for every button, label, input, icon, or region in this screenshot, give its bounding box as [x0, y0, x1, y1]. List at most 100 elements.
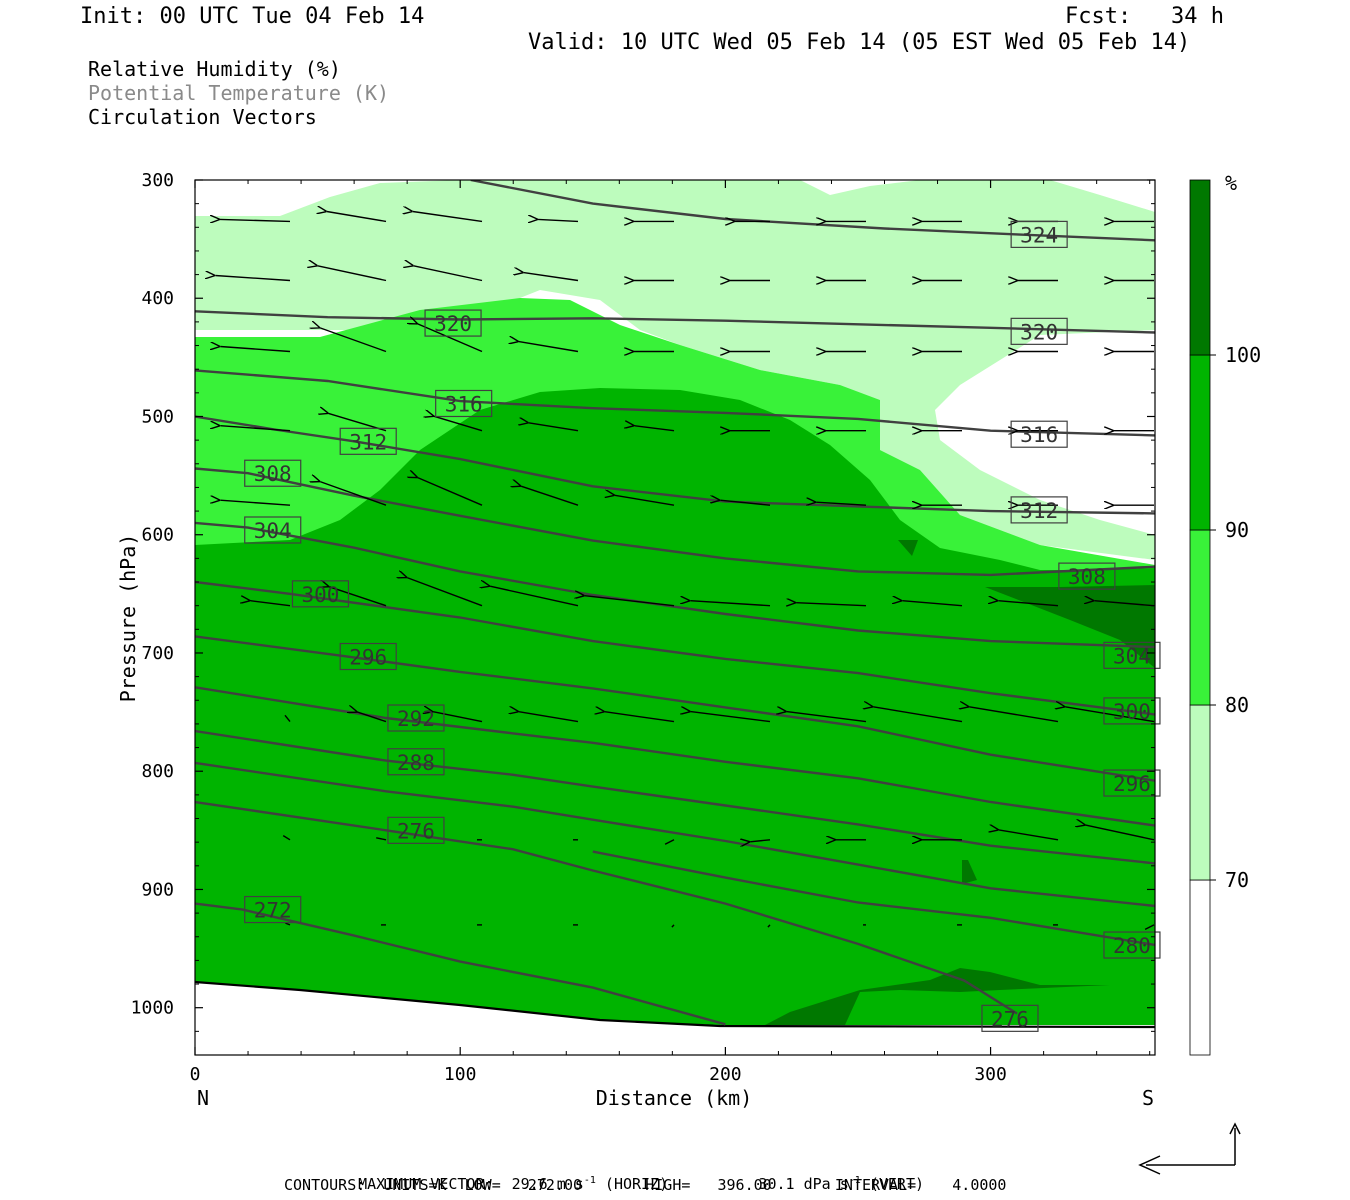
colorbar-segment [1189, 354, 1211, 531]
circulation-vector [418, 324, 483, 353]
circulation-vector [634, 426, 675, 432]
circulation-vector [320, 482, 387, 506]
y-tick-label: 900 [141, 879, 174, 900]
theta-label-text: 312 [349, 430, 387, 454]
theta-label-296: 296 [339, 642, 397, 671]
theta-label-box [1010, 317, 1068, 345]
theta-label-text: 304 [254, 519, 292, 543]
theta-contour-308 [195, 467, 1155, 577]
unit-exponent: -1 [583, 1175, 596, 1186]
circulation-vector [418, 478, 483, 506]
theta-label-text: 320 [1020, 320, 1058, 344]
theta-label-box [387, 704, 445, 732]
theta-label-300: 300 [291, 580, 350, 608]
forecast-hour: Fcst: 34 h [1065, 4, 1224, 29]
circulation-vector [902, 601, 963, 607]
theta-label-304: 304 [1103, 641, 1161, 669]
theta-label-box [291, 580, 350, 608]
theta-label-box [387, 816, 445, 844]
y-tick-label: 700 [141, 643, 174, 664]
theta-label-box [435, 389, 493, 418]
circulation-vector [585, 596, 675, 607]
circulation-vector [490, 586, 579, 607]
circulation-vector [750, 840, 771, 842]
circulation-vector [664, 839, 675, 845]
circulation-vector [720, 500, 771, 506]
legend-theta: Potential Temperature (K) [88, 81, 390, 105]
circulation-vector [282, 835, 291, 841]
circulation-vector [220, 500, 291, 506]
colorbar-level-label: 70 [1225, 868, 1249, 892]
theta-label-276: 276 [387, 816, 445, 844]
theta-label-320: 320 [424, 309, 482, 337]
x-tick-label: 100 [444, 1064, 477, 1085]
theta-label-304: 304 [244, 516, 302, 544]
theta-contour-316 [195, 369, 1155, 437]
theta-label-text: 276 [397, 819, 435, 843]
y-tick-label: 300 [141, 170, 174, 191]
rh-fill-layer [195, 180, 1155, 1055]
circulation-vector [220, 347, 291, 353]
colorbar-level-label: 90 [1225, 518, 1249, 542]
circulation-vector [318, 266, 387, 282]
y-tick-label: 800 [141, 761, 174, 782]
theta-contour-296 [195, 635, 1155, 782]
circulation-vector [1094, 601, 1155, 607]
theta-label-308: 308 [1058, 562, 1116, 590]
max-vector-horiz: 29.6 m s [511, 1175, 584, 1193]
circulation-vector [1086, 825, 1155, 841]
x-tick-label: 0 [190, 1064, 201, 1085]
legend-vectors: Circulation Vectors [88, 105, 317, 129]
circulation-vector [999, 830, 1059, 841]
circulation-vector [285, 922, 291, 926]
theta-contour-284 [195, 761, 1155, 908]
circulation-vector [690, 601, 771, 607]
theta-label-box [244, 516, 302, 544]
x-end-label-north: N [197, 1086, 209, 1110]
circulation-vector [767, 924, 771, 928]
max-vector-vert-tail: (VERT) [860, 1175, 925, 1193]
theta-label-text: 296 [349, 646, 387, 670]
theta-contour-320 [195, 310, 1155, 334]
ground-line [195, 980, 1155, 1029]
theta-contour-324 [470, 180, 1155, 242]
theta-label-text: 308 [1068, 565, 1106, 589]
rh-100-speck-1 [898, 540, 918, 556]
circulation-vector [433, 712, 483, 723]
rh-70-80-region [195, 180, 1155, 560]
circulation-vector [519, 712, 579, 723]
theta-label-box [1103, 769, 1161, 797]
theta-label-300: 300 [1103, 697, 1161, 725]
theta-label-box [1010, 496, 1068, 524]
circulation-vector [605, 712, 675, 723]
theta-label-box [424, 309, 482, 337]
theta-label-text: 288 [397, 751, 435, 775]
colorbar: 70 80 90 100 [1189, 179, 1261, 1056]
circulation-vector [969, 707, 1059, 723]
circulation-vector [524, 273, 579, 282]
theta-contour-288 [195, 729, 1155, 865]
contour-info: CONTOURS: UNITS=K LOW= 272.00 HIGH= 396.… [284, 1176, 1007, 1194]
legend-rh: Relative Humidity (%) [88, 57, 341, 81]
theta-label-text: 280 [1113, 934, 1151, 958]
y-tick-label: 1000 [131, 998, 174, 1019]
theta-label-text: 300 [1113, 700, 1151, 724]
colorbar-segment [1189, 529, 1211, 706]
theta-label-text: 312 [1020, 499, 1058, 523]
theta-label-box [1010, 220, 1068, 248]
reference-vector-icon [1138, 1122, 1241, 1175]
x-tick-label: 300 [974, 1064, 1007, 1085]
circulation-vector [1144, 924, 1155, 931]
circulation-vector [521, 486, 579, 506]
rh-100-region-upper [985, 585, 1155, 668]
y-tick-label: 600 [141, 525, 174, 546]
colorbar-level-label: 100 [1225, 343, 1261, 367]
theta-contour-312 [195, 415, 1155, 515]
theta-contour-300 [195, 580, 1155, 716]
circulation-vector [329, 587, 387, 607]
theta-label-text: 324 [1020, 223, 1058, 247]
circulation-vector [220, 426, 291, 432]
circulation-vector [671, 924, 675, 928]
circulation-vector [220, 219, 291, 221]
